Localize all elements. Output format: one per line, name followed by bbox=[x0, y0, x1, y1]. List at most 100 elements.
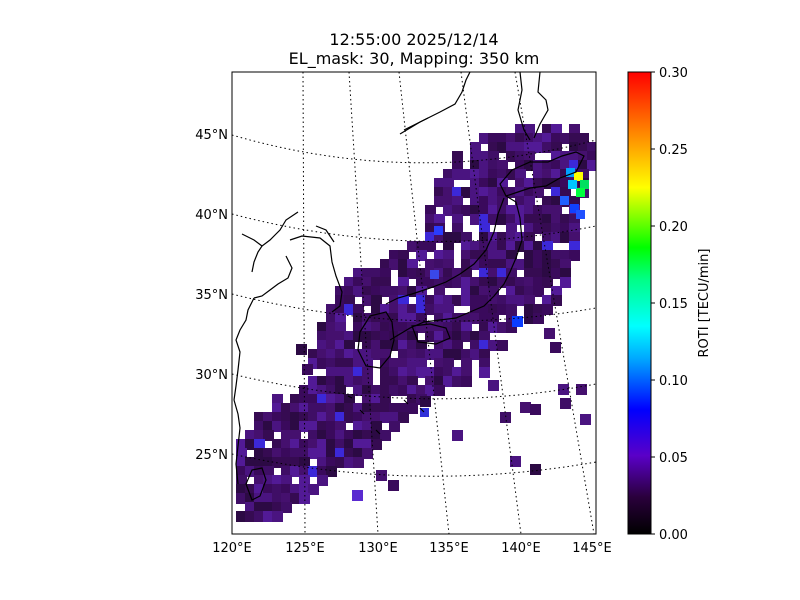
roti-cell bbox=[479, 304, 490, 315]
roti-cell bbox=[560, 398, 571, 409]
meridian-125 bbox=[302, 72, 306, 534]
roti-cell bbox=[344, 277, 355, 288]
roti-cell bbox=[515, 286, 526, 297]
roti-cell bbox=[362, 448, 373, 459]
roti-cell bbox=[434, 259, 445, 270]
meridian-135 bbox=[398, 72, 450, 534]
roti-cell bbox=[452, 196, 463, 207]
roti-cell bbox=[560, 277, 571, 288]
roti-cell bbox=[317, 394, 328, 405]
roti-cell bbox=[479, 205, 490, 216]
roti-cell bbox=[281, 430, 292, 441]
roti-cell-elevated bbox=[580, 180, 589, 189]
roti-cell bbox=[461, 169, 472, 180]
roti-cell bbox=[254, 412, 265, 423]
roti-cell bbox=[461, 358, 472, 369]
roti-cell bbox=[506, 286, 517, 297]
roti-cell bbox=[416, 349, 427, 360]
roti-cell bbox=[497, 178, 508, 189]
roti-cell bbox=[497, 259, 508, 270]
roti-cell bbox=[551, 268, 562, 279]
roti-cell bbox=[560, 169, 571, 180]
roti-cell bbox=[479, 349, 490, 360]
cb-tick-label: 0.20 bbox=[659, 220, 688, 235]
roti-cell bbox=[452, 322, 463, 333]
roti-cell bbox=[488, 151, 499, 162]
roti-cell bbox=[434, 358, 445, 369]
roti-cell bbox=[398, 259, 409, 270]
roti-cell bbox=[443, 196, 454, 207]
roti-cell bbox=[362, 403, 373, 414]
roti-cell bbox=[236, 466, 247, 477]
lon-tick-140: 140°E bbox=[501, 541, 541, 556]
roti-cell bbox=[344, 340, 355, 351]
roti-cell bbox=[520, 402, 531, 413]
roti-cell bbox=[479, 313, 490, 324]
roti-cell bbox=[524, 223, 535, 234]
roti-cell bbox=[362, 340, 373, 351]
roti-cell bbox=[362, 394, 373, 405]
roti-cell bbox=[281, 475, 292, 486]
roti-cell bbox=[434, 286, 445, 297]
roti-cell bbox=[443, 187, 454, 198]
roti-cell bbox=[290, 403, 301, 414]
roti-cell bbox=[245, 457, 256, 468]
roti-cell bbox=[425, 331, 436, 342]
roti-cell bbox=[560, 268, 571, 279]
roti-cell bbox=[587, 151, 596, 162]
lon-tick-135: 135°E bbox=[429, 541, 469, 556]
roti-cell bbox=[371, 331, 382, 342]
roti-cell bbox=[542, 142, 553, 153]
coastline-russia-inner bbox=[403, 117, 429, 131]
roti-cell bbox=[416, 367, 427, 378]
roti-cell bbox=[236, 439, 247, 450]
roti-cell bbox=[254, 439, 265, 450]
roti-cell bbox=[263, 493, 274, 504]
roti-cell bbox=[497, 277, 508, 288]
roti-cell bbox=[299, 421, 310, 432]
roti-cell bbox=[542, 232, 553, 243]
roti-cell bbox=[272, 448, 283, 459]
roti-cell bbox=[443, 268, 454, 279]
roti-cell bbox=[420, 396, 431, 407]
roti-cell bbox=[569, 142, 580, 153]
roti-cell bbox=[263, 457, 274, 468]
roti-cell bbox=[389, 367, 400, 378]
roti-cell bbox=[542, 241, 553, 252]
roti-cell bbox=[407, 286, 418, 297]
roti-cell bbox=[317, 340, 328, 351]
roti-cell bbox=[389, 250, 400, 261]
coastline-bohai bbox=[241, 233, 263, 247]
roti-cell bbox=[407, 394, 418, 405]
roti-cell bbox=[506, 277, 517, 288]
roti-cell bbox=[317, 457, 328, 468]
roti-cell bbox=[380, 259, 391, 270]
colorbar-ticks bbox=[651, 71, 655, 535]
roti-cell bbox=[416, 385, 427, 396]
roti-cell bbox=[533, 259, 544, 270]
roti-cell bbox=[263, 421, 274, 432]
roti-cell bbox=[425, 385, 436, 396]
roti-cell bbox=[569, 151, 580, 162]
roti-cell bbox=[281, 403, 292, 414]
roti-cell bbox=[335, 331, 346, 342]
roti-cell bbox=[380, 385, 391, 396]
roti-cell bbox=[308, 412, 319, 423]
roti-cell bbox=[506, 169, 517, 180]
roti-cell bbox=[362, 430, 373, 441]
roti-cell bbox=[551, 295, 562, 306]
roti-cell bbox=[506, 250, 517, 261]
roti-cell bbox=[488, 241, 499, 252]
roti-cell bbox=[254, 448, 265, 459]
roti-cell bbox=[506, 313, 517, 324]
roti-cell bbox=[362, 286, 373, 297]
roti-cell bbox=[488, 304, 499, 315]
roti-cell bbox=[578, 169, 589, 180]
roti-cell bbox=[560, 250, 571, 261]
roti-cell bbox=[389, 412, 400, 423]
roti-cell bbox=[335, 358, 346, 369]
roti-cell bbox=[362, 313, 373, 324]
roti-cell bbox=[452, 205, 463, 216]
roti-cell bbox=[326, 430, 337, 441]
roti-cell bbox=[479, 196, 490, 207]
